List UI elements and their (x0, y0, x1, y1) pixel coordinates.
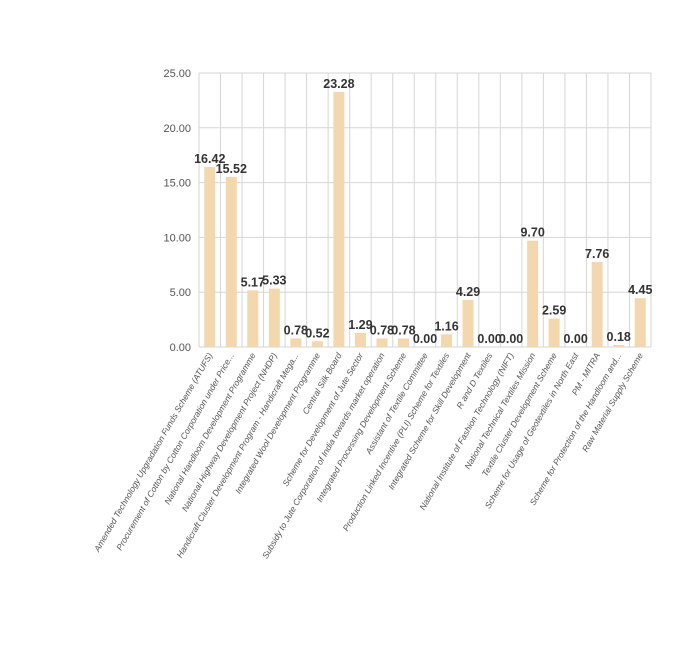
y-axis-ticks: 0.00 5.00 10.00 15.00 20.00 25.00 (163, 68, 191, 354)
data-label: 16.42 (194, 152, 225, 166)
y-tick-label: 10.00 (163, 232, 191, 244)
y-tick-label: 15.00 (163, 178, 191, 190)
bar (613, 345, 625, 347)
bar (247, 290, 259, 347)
bar (354, 332, 366, 347)
data-label: 4.45 (628, 283, 652, 297)
bar (397, 338, 409, 347)
data-label: 15.52 (216, 162, 247, 176)
data-label: 5.33 (262, 274, 286, 288)
y-tick-label: 5.00 (170, 287, 191, 299)
data-label: 1.29 (348, 318, 372, 332)
data-label: 0.00 (413, 332, 437, 346)
data-label: 0.18 (607, 330, 631, 344)
data-label: 0.00 (499, 332, 523, 346)
bar (634, 298, 646, 347)
data-label: 1.16 (434, 319, 458, 333)
data-label: 0.00 (563, 332, 587, 346)
bar (311, 341, 323, 347)
bar (462, 299, 474, 347)
bar (591, 261, 603, 347)
data-label: 0.78 (284, 323, 308, 337)
bar (333, 91, 345, 347)
data-label: 0.78 (370, 323, 394, 337)
bar (441, 334, 453, 347)
bar (548, 318, 560, 347)
bars (204, 91, 646, 347)
data-label: 2.59 (542, 304, 566, 318)
data-label: 0.00 (477, 332, 501, 346)
category-labels: Amended Technology Upgradation Funds Sch… (91, 350, 645, 560)
bar (225, 176, 237, 347)
grid (198, 72, 652, 348)
bar (376, 338, 388, 347)
bar (290, 338, 302, 347)
bar (204, 167, 216, 347)
data-label: 7.76 (585, 247, 609, 261)
bar (527, 240, 539, 347)
data-label: 5.17 (241, 275, 265, 289)
y-tick-label: 0.00 (170, 342, 191, 354)
data-labels: 16.4215.525.175.330.780.5223.281.290.780… (194, 77, 652, 346)
data-label: 0.52 (305, 326, 329, 340)
y-tick-label: 20.00 (163, 123, 191, 135)
data-label: 4.29 (456, 285, 480, 299)
y-tick-label: 25.00 (163, 68, 191, 80)
data-label: 9.70 (520, 226, 544, 240)
data-label: 0.78 (391, 323, 415, 337)
data-label: 23.28 (323, 77, 354, 91)
bar (268, 288, 280, 347)
